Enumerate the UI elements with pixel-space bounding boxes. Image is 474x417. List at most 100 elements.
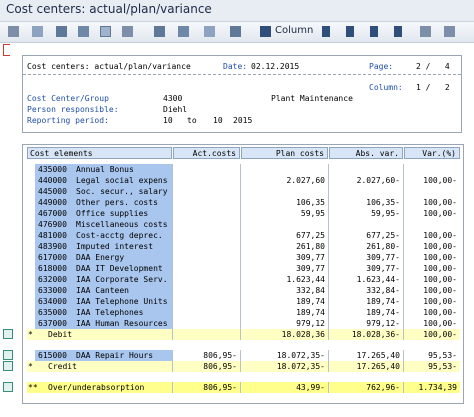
next-page[interactable] xyxy=(370,26,378,37)
cell-border xyxy=(172,274,173,285)
cell-border xyxy=(240,197,241,208)
row-value: 309,77- xyxy=(366,253,400,262)
period-to: 10 xyxy=(213,116,223,125)
row-value: 1.734,39 xyxy=(418,383,457,392)
row-value: 677,25 xyxy=(296,231,325,240)
row-value: 332,84- xyxy=(366,286,400,295)
tool-icon[interactable] xyxy=(100,26,111,37)
cell-border xyxy=(403,318,404,329)
marker xyxy=(3,44,10,56)
tool-icon[interactable] xyxy=(78,26,89,37)
column-header: Var.(%) xyxy=(404,147,460,159)
row-value: 189,74 xyxy=(296,308,325,317)
element-highlight xyxy=(35,208,172,219)
period-label: Reporting period: xyxy=(27,116,109,125)
tool-icon[interactable] xyxy=(32,26,43,37)
row-value: 100,00- xyxy=(423,297,457,306)
row-value: 59,95- xyxy=(371,209,400,218)
row-value: 309,77 xyxy=(296,264,325,273)
date-label: Date: xyxy=(223,62,248,71)
element-highlight xyxy=(35,350,172,361)
cell-border xyxy=(403,230,404,241)
person-label: Person responsible: xyxy=(27,105,119,114)
row-code: * xyxy=(28,362,33,371)
tool-icon[interactable] xyxy=(260,26,271,37)
row-value: 100,00- xyxy=(423,198,457,207)
row-value: 332,84 xyxy=(296,286,325,295)
cell-border xyxy=(172,318,173,329)
cell-border xyxy=(172,252,173,263)
tool-icon[interactable] xyxy=(56,26,67,37)
person: Diehl xyxy=(163,105,188,114)
cell-border xyxy=(172,329,173,340)
tool-icon[interactable] xyxy=(230,26,241,37)
cost-center: 4300 xyxy=(163,94,183,103)
cell-border xyxy=(328,350,329,361)
cell-border xyxy=(240,241,241,252)
report-table: Cost elements Act.costs Plan costs Abs. var… xyxy=(22,144,464,404)
row-code: 481000 xyxy=(38,231,67,240)
row-name: Legal social expens xyxy=(76,176,168,185)
cell-border xyxy=(172,230,173,241)
row-icon xyxy=(3,382,13,392)
period-year: 2015 xyxy=(233,116,253,125)
row-value: 100,00- xyxy=(423,308,457,317)
cell-border xyxy=(403,197,404,208)
row-value: 806,95- xyxy=(203,362,237,371)
toolbar: Column xyxy=(0,22,474,43)
cell-border xyxy=(172,285,173,296)
cell-border xyxy=(328,307,329,318)
page-label: Page: xyxy=(369,62,394,71)
row-value: 1.623,44 xyxy=(286,275,325,284)
prev-page[interactable] xyxy=(346,26,354,37)
cell-border xyxy=(240,307,241,318)
column-button[interactable]: Column xyxy=(275,25,314,36)
row-name: IAA Canteen xyxy=(76,286,129,295)
cell-border xyxy=(328,175,329,186)
column-header: Abs. var. xyxy=(329,147,403,159)
cell-border xyxy=(240,274,241,285)
tool-icon[interactable] xyxy=(420,26,431,37)
window-title: Cost centers: actual/plan/variance xyxy=(6,2,212,16)
row-value: 100,00- xyxy=(423,286,457,295)
tool-icon[interactable] xyxy=(8,26,19,37)
cell-border xyxy=(240,208,241,219)
cell-border xyxy=(240,382,241,393)
row-value: 189,74 xyxy=(296,297,325,306)
row-icon xyxy=(3,361,13,371)
row-name: Annual Bonus xyxy=(76,165,134,174)
tool-icon[interactable] xyxy=(154,26,165,37)
sap-window: {"window_title": "Cost centers: actual/p… xyxy=(0,0,474,406)
cell-border xyxy=(403,382,404,393)
row-value: 2.027,60- xyxy=(356,176,400,185)
row-value: 806,95- xyxy=(203,351,237,360)
cell-border xyxy=(403,361,404,372)
title-bar: Cost centers: actual/plan/variance xyxy=(0,0,474,22)
last-page[interactable] xyxy=(394,26,402,37)
row-value: 762,96- xyxy=(366,383,400,392)
cell-border xyxy=(328,274,329,285)
tool-icon[interactable] xyxy=(204,26,215,37)
cell-border xyxy=(172,241,173,252)
tool-icon[interactable] xyxy=(122,26,133,37)
row-value: 100,00- xyxy=(423,319,457,328)
row-code: 476900 xyxy=(38,220,67,229)
row-highlight xyxy=(27,329,460,340)
row-name: IAA Corporate Serv. xyxy=(76,275,168,284)
tool-icon[interactable] xyxy=(444,26,455,37)
cell-border xyxy=(172,382,173,393)
column-header-text: Var.(%) xyxy=(422,149,456,158)
row-value: 106,35 xyxy=(296,198,325,207)
row-value: 261,80- xyxy=(366,242,400,251)
row-name: Cost-acctg deprec. xyxy=(76,231,163,240)
row-code: * xyxy=(28,330,33,339)
element-highlight xyxy=(35,274,172,285)
row-value: 189,74- xyxy=(366,297,400,306)
cell-border xyxy=(172,219,173,230)
row-value: 100,00- xyxy=(423,242,457,251)
row-code: 635000 xyxy=(38,308,67,317)
first-page[interactable] xyxy=(322,26,330,37)
element-highlight xyxy=(35,175,172,186)
cell-border xyxy=(403,274,404,285)
tool-icon[interactable] xyxy=(178,26,189,37)
